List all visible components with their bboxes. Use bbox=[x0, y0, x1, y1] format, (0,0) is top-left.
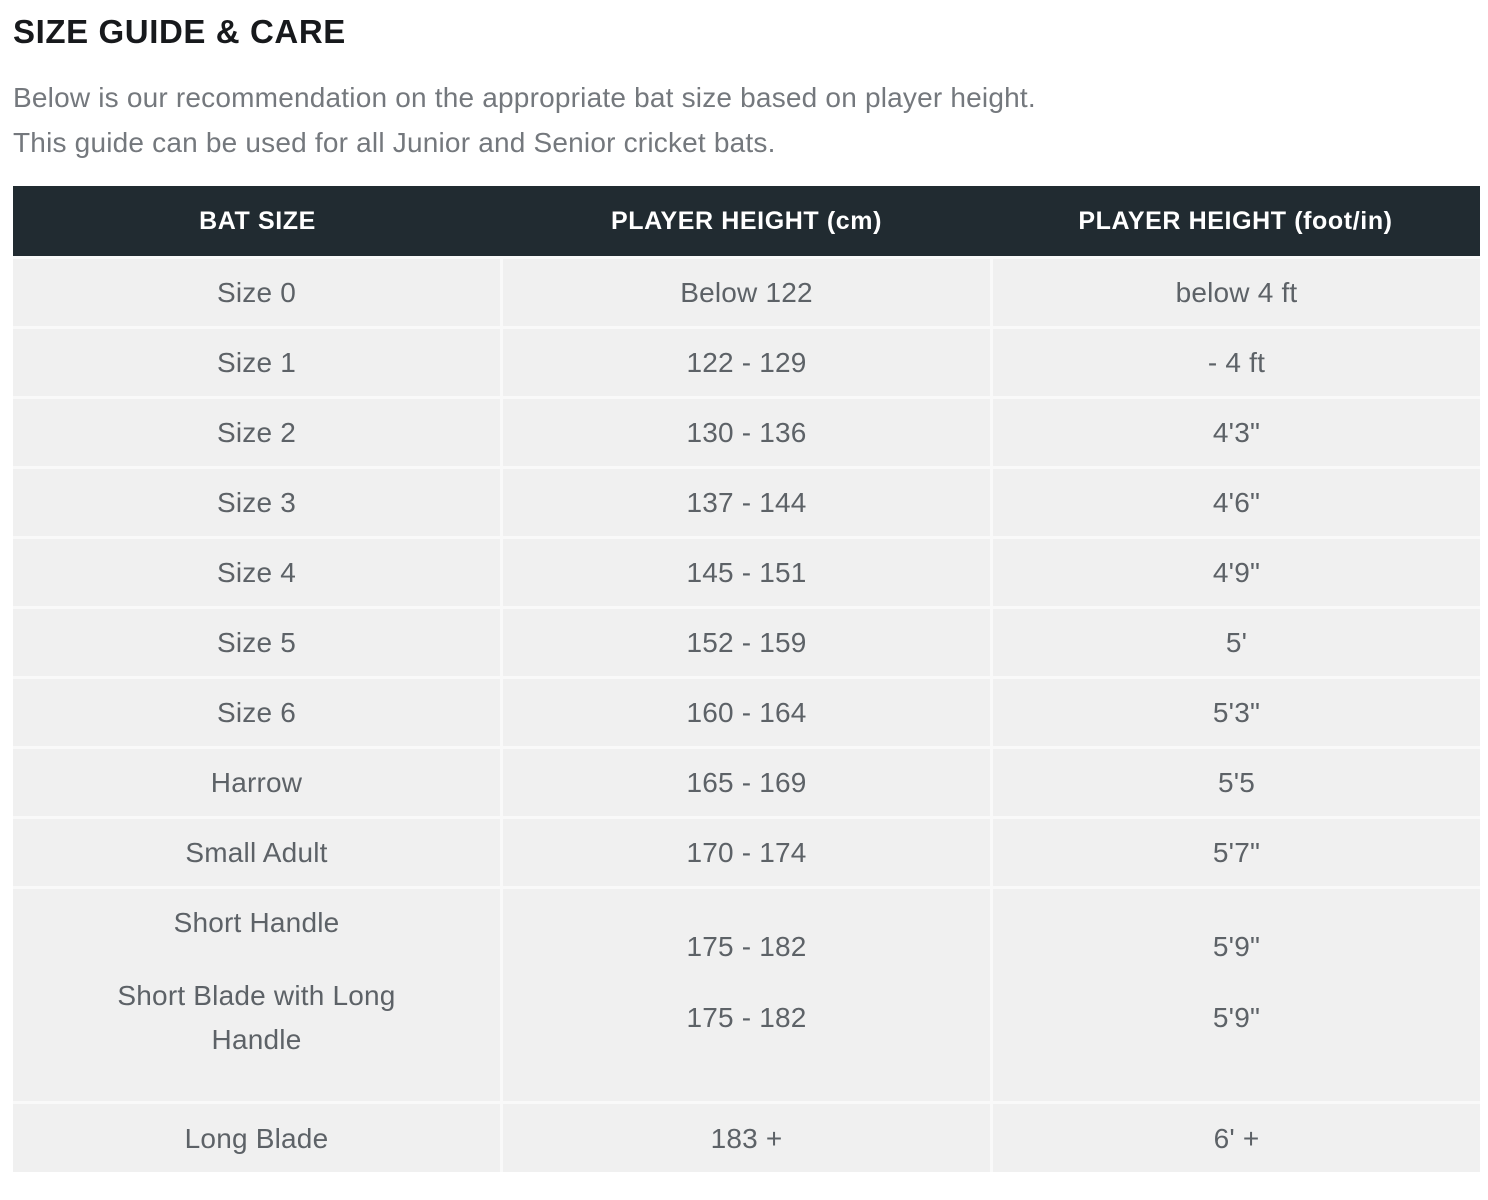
table-row: Size 2 130 - 136 4'3" bbox=[13, 396, 1480, 466]
table-header-row: BAT SIZE PLAYER HEIGHT (cm) PLAYER HEIGH… bbox=[13, 186, 1480, 256]
player-height-ft-cell: - 4 ft bbox=[990, 329, 1480, 396]
player-height-cm-cell: 137 - 144 bbox=[500, 469, 990, 536]
player-height-cm-cell: 152 - 159 bbox=[500, 609, 990, 676]
table-row: Size 1 122 - 129 - 4 ft bbox=[13, 326, 1480, 396]
player-height-cm-cell: Below 122 bbox=[500, 259, 990, 326]
bat-size-cell-text: Short Handle bbox=[173, 907, 340, 938]
player-height-ft-cell: 5'3" bbox=[990, 679, 1480, 746]
bat-size-cell-text: Short Blade with Long Handle bbox=[117, 980, 396, 1055]
table-row: Size 6 160 - 164 5'3" bbox=[13, 676, 1480, 746]
player-height-cm-cell: 130 - 136 bbox=[500, 399, 990, 466]
player-height-ft-cell: 4'3" bbox=[990, 399, 1480, 466]
bat-size-cell: Harrow bbox=[13, 749, 500, 816]
table-row: Small Adult 170 - 174 5'7" bbox=[13, 816, 1480, 886]
player-height-cm-cell-text: 160 - 164 bbox=[686, 697, 807, 728]
player-height-ft-cell-text: 4'9" bbox=[1212, 557, 1261, 588]
bat-size-cell: Size 0 bbox=[13, 259, 500, 326]
column-header-player-height-ft: PLAYER HEIGHT (foot/in) bbox=[1078, 206, 1393, 235]
player-height-cm-cell: 160 - 164 bbox=[500, 679, 990, 746]
player-height-cm-cell: 175 - 182 bbox=[500, 889, 990, 962]
intro-line-1: Below is our recommendation on the appro… bbox=[13, 82, 1036, 113]
player-height-cm-cell: 175 - 182 bbox=[500, 955, 990, 1101]
bat-size-cell-text: Size 5 bbox=[216, 627, 297, 658]
size-guide-table: BAT SIZE PLAYER HEIGHT (cm) PLAYER HEIGH… bbox=[13, 186, 1480, 1172]
table-row: Size 3 137 - 144 4'6" bbox=[13, 466, 1480, 536]
player-height-ft-cell-text: 5'9" bbox=[1212, 931, 1261, 962]
player-height-ft-cell: 5'5 bbox=[990, 749, 1480, 816]
player-height-ft-cell: below 4 ft bbox=[990, 259, 1480, 326]
bat-size-cell: Small Adult bbox=[13, 819, 500, 886]
player-height-ft-cell-text: 4'3" bbox=[1212, 417, 1261, 448]
player-height-cm-cell: 170 - 174 bbox=[500, 819, 990, 886]
column-header-bat-size: BAT SIZE bbox=[199, 206, 316, 235]
player-height-ft-cell-text: 5'9" bbox=[1212, 1002, 1261, 1033]
player-height-ft-cell: 5'9" bbox=[990, 889, 1480, 962]
table-body: Size 0 Below 122 below 4 ft Size 1 122 - 129… bbox=[13, 256, 1480, 1172]
table-row: Long Blade 183 + 6' + bbox=[13, 1101, 1480, 1172]
size-guide-section: SIZE GUIDE & CARE Below is our recommend… bbox=[13, 13, 1480, 1172]
bat-size-cell-text: Size 2 bbox=[216, 417, 297, 448]
player-height-ft-cell-text: 5'7" bbox=[1212, 837, 1261, 868]
bat-size-cell: Size 4 bbox=[13, 539, 500, 606]
player-height-cm-cell: 122 - 129 bbox=[500, 329, 990, 396]
bat-size-cell: Size 2 bbox=[13, 399, 500, 466]
table-row: Short Blade with Long Handle 175 - 182 5'9… bbox=[13, 955, 1480, 1101]
player-height-ft-cell: 5'7" bbox=[990, 819, 1480, 886]
intro-text: Below is our recommendation on the appro… bbox=[13, 75, 1480, 165]
bat-size-cell-text: Harrow bbox=[210, 767, 303, 798]
player-height-cm-cell-text: Below 122 bbox=[680, 277, 813, 308]
table-row: Harrow 165 - 169 5'5 bbox=[13, 746, 1480, 816]
bat-size-cell: Size 3 bbox=[13, 469, 500, 536]
bat-size-cell-text: Long Blade bbox=[184, 1123, 329, 1154]
intro-line-2: This guide can be used for all Junior an… bbox=[13, 127, 776, 158]
player-height-ft-cell: 4'9" bbox=[990, 539, 1480, 606]
player-height-ft-cell-text: below 4 ft bbox=[1175, 277, 1298, 308]
player-height-ft-cell-text: - 4 ft bbox=[1207, 347, 1266, 378]
player-height-ft-cell: 5'9" bbox=[990, 955, 1480, 1101]
bat-size-cell: Short Handle bbox=[13, 889, 500, 955]
player-height-cm-cell-text: 183 + bbox=[710, 1123, 783, 1154]
player-height-cm-cell-text: 175 - 182 bbox=[686, 931, 807, 962]
player-height-cm-cell-text: 137 - 144 bbox=[686, 487, 807, 518]
player-height-cm-cell-text: 152 - 159 bbox=[686, 627, 807, 658]
player-height-ft-cell: 6' + bbox=[990, 1104, 1480, 1172]
player-height-cm-cell: 183 + bbox=[500, 1104, 990, 1172]
bat-size-cell-text: Size 3 bbox=[216, 487, 297, 518]
table-row: Size 5 152 - 159 5' bbox=[13, 606, 1480, 676]
player-height-ft-cell-text: 5' bbox=[1225, 627, 1248, 658]
player-height-cm-cell: 145 - 151 bbox=[500, 539, 990, 606]
table-row: Short Handle 175 - 182 5'9" bbox=[13, 886, 1480, 962]
bat-size-cell-text: Size 1 bbox=[216, 347, 297, 378]
bat-size-cell: Size 5 bbox=[13, 609, 500, 676]
bat-size-cell-text: Size 6 bbox=[216, 697, 297, 728]
player-height-ft-cell-text: 5'5 bbox=[1217, 767, 1256, 798]
table-row: Size 0 Below 122 below 4 ft bbox=[13, 256, 1480, 326]
bat-size-cell-text: Small Adult bbox=[185, 837, 328, 868]
table-row: Size 4 145 - 151 4'9" bbox=[13, 536, 1480, 606]
bat-size-cell: Size 6 bbox=[13, 679, 500, 746]
player-height-ft-cell-text: 4'6" bbox=[1212, 487, 1261, 518]
bat-size-cell: Short Blade with Long Handle bbox=[13, 955, 500, 1101]
player-height-ft-cell: 4'6" bbox=[990, 469, 1480, 536]
bat-size-cell-text: Size 4 bbox=[216, 557, 297, 588]
player-height-cm-cell-text: 175 - 182 bbox=[686, 1002, 807, 1033]
bat-size-cell: Long Blade bbox=[13, 1104, 500, 1172]
player-height-cm-cell-text: 130 - 136 bbox=[686, 417, 807, 448]
column-header-player-height-cm: PLAYER HEIGHT (cm) bbox=[610, 206, 883, 235]
page-title: SIZE GUIDE & CARE bbox=[13, 13, 346, 50]
player-height-ft-cell: 5' bbox=[990, 609, 1480, 676]
bat-size-cell: Size 1 bbox=[13, 329, 500, 396]
player-height-cm-cell: 165 - 169 bbox=[500, 749, 990, 816]
player-height-ft-cell-text: 5'3" bbox=[1212, 697, 1261, 728]
player-height-cm-cell-text: 122 - 129 bbox=[686, 347, 807, 378]
player-height-cm-cell-text: 165 - 169 bbox=[686, 767, 807, 798]
player-height-cm-cell-text: 170 - 174 bbox=[686, 837, 807, 868]
bat-size-cell-text: Size 0 bbox=[216, 277, 297, 308]
player-height-cm-cell-text: 145 - 151 bbox=[686, 557, 807, 588]
player-height-ft-cell-text: 6' + bbox=[1213, 1123, 1260, 1154]
